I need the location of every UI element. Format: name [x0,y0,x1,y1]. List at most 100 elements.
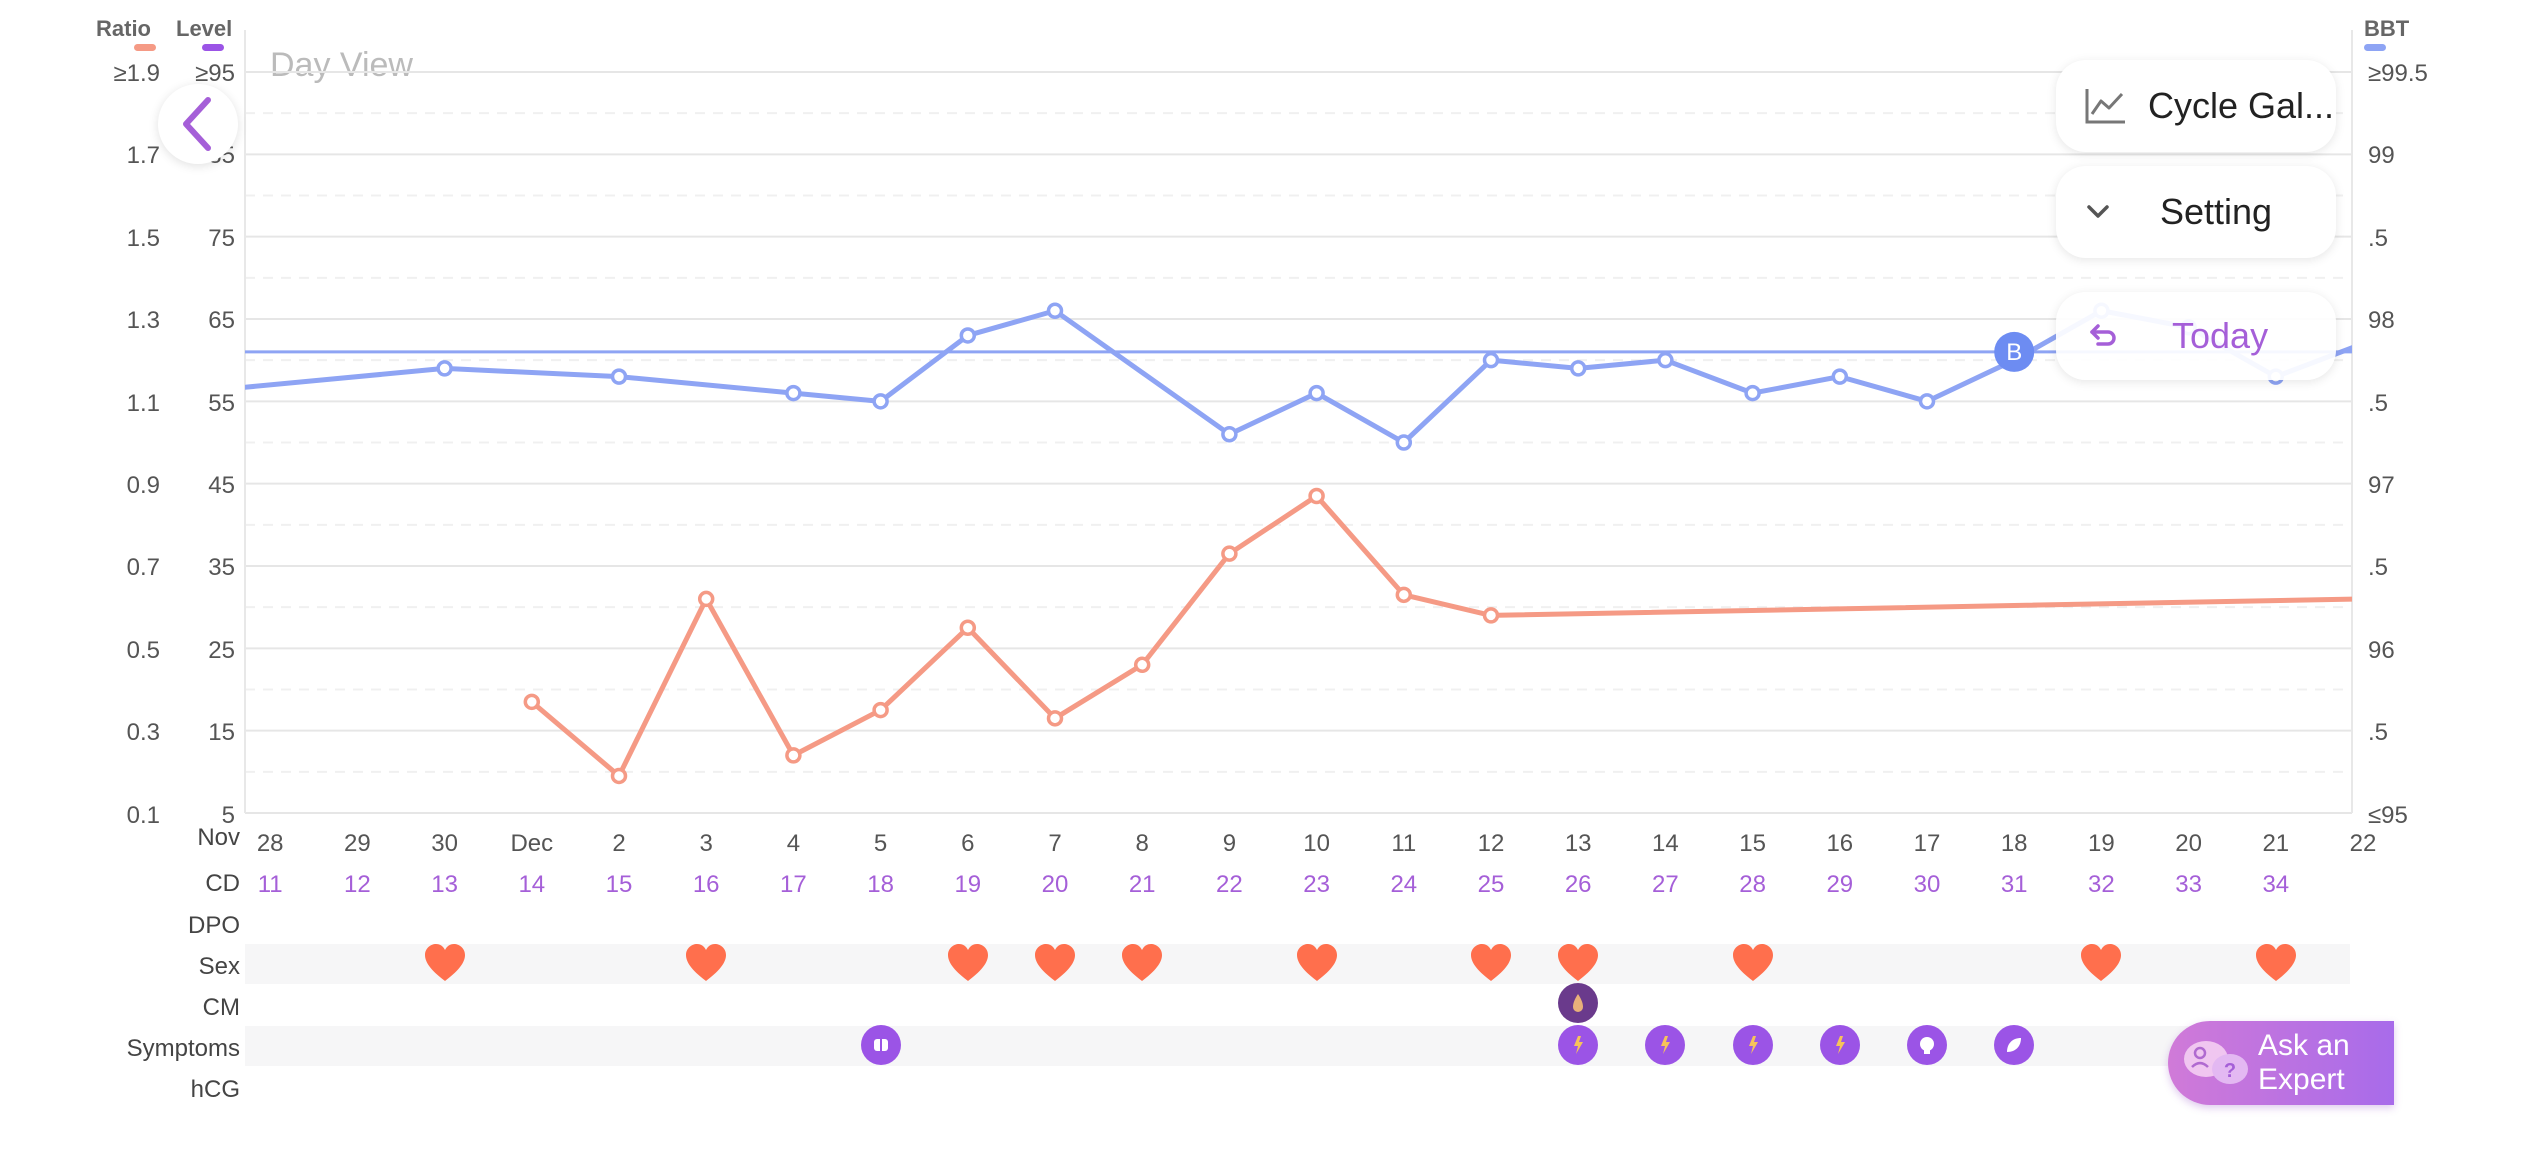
bbt-tick-label: ≤95 [2368,801,2408,829]
bbt-data-point [1046,302,1064,320]
bbt-tick-label: ≥99.5 [2368,60,2428,87]
bbt-tick-label: 97 [2368,472,2395,499]
undo-icon [2090,324,2116,346]
pill-icon[interactable] [860,1025,901,1065]
ratio-tick-label: 1.1 [126,389,160,417]
bbt-data-point [1395,434,1413,451]
cycle-day-label: 14 [518,871,546,898]
ratio-data-point [1133,656,1151,674]
bbt-data-point [785,384,802,402]
cycle-day-label: 15 [605,871,633,898]
date-label[interactable]: 7 [1048,830,1062,857]
ratio-tick-label: 0.1 [126,801,160,829]
cervical-mucus-icon[interactable] [1558,983,1599,1023]
chat-bubbles-icon: ? [2184,1041,2248,1084]
ratio-tick-label: ≥1.9 [113,60,160,87]
back-button[interactable] [158,84,238,164]
heart-icon[interactable] [1120,943,1164,983]
bbt-data-point [610,368,628,385]
setting-button[interactable]: Setting [2056,166,2336,258]
level-tick-label: 15 [208,719,235,747]
sex-row-label: Sex [198,953,240,980]
date-label[interactable]: 22 [2349,830,2377,857]
ratio-data-point [872,701,889,719]
date-label[interactable]: 3 [699,830,713,857]
cycle-day-label: 19 [954,871,982,898]
ratio-data-point [1046,710,1064,727]
bbt-data-point [1831,368,1849,385]
date-label[interactable]: 5 [873,830,888,857]
cramp-icon[interactable] [1558,1025,1599,1065]
date-label[interactable]: 16 [1826,830,1854,857]
ask-expert-line1: Ask an [2258,1029,2350,1062]
level-legend-swatch [202,44,224,51]
cycle-gallery-button[interactable]: Cycle Gal... [2056,60,2336,152]
today-button[interactable]: Today [2056,292,2336,380]
date-label[interactable]: 17 [1913,830,1941,857]
ratio-data-point [785,747,802,764]
date-label[interactable]: 8 [1135,830,1149,857]
heart-icon[interactable] [1469,943,1513,983]
heart-icon[interactable] [1295,943,1339,983]
level-tick-label: 25 [208,636,235,664]
setting-label: Setting [2160,191,2273,232]
heart-icon[interactable] [423,943,467,983]
heart-icon[interactable] [1556,943,1600,983]
cramp-icon[interactable] [1645,1025,1686,1065]
cycle-day-label: 29 [1826,871,1854,898]
date-label[interactable]: 28 [256,830,284,857]
cycle-day-label: 11 [257,871,283,898]
heart-icon[interactable] [2079,943,2123,983]
date-label[interactable]: 29 [344,830,371,857]
level-tick-label: 75 [208,224,235,252]
bbt-tick-label: .5 [2368,224,2389,252]
cycle-day-label: 12 [344,871,371,898]
ratio-data-point [1482,607,1500,624]
date-label[interactable]: 10 [1303,830,1330,857]
date-label[interactable]: 9 [1222,830,1237,857]
date-label[interactable]: 21 [2262,830,2290,857]
date-label[interactable]: 18 [2000,830,2028,857]
bbt-data-point [1918,393,1936,410]
date-label[interactable]: 11 [1391,830,1417,857]
cycle-day-label: 24 [1390,871,1418,898]
date-label[interactable]: 2 [612,830,626,857]
cycle-day-label: 32 [2088,871,2115,898]
ratio-tick-label: 1.3 [126,307,160,335]
date-label[interactable]: Dec [510,830,554,857]
ratio-series-line [530,493,2352,779]
cramp-icon[interactable] [1732,1025,1773,1065]
heart-icon[interactable] [684,943,728,983]
bbt-tick-label: .5 [2368,719,2389,747]
date-label[interactable]: 6 [961,830,975,857]
cycle-day-label: 28 [1739,871,1766,898]
heart-icon[interactable] [1033,943,1077,983]
cycle-day-label: 22 [1216,871,1243,898]
level-tick-label: 65 [208,307,235,335]
cycle-day-label: 20 [1041,871,1069,898]
date-label[interactable]: 19 [2088,830,2115,857]
heart-icon[interactable] [946,943,990,983]
cycle-gallery-label: Cycle Gal... [2148,85,2335,126]
date-label[interactable]: 15 [1739,830,1766,857]
bbt-data-point [1744,384,1761,402]
cd-row-label: CD [205,870,240,897]
head-icon[interactable] [1907,1025,1947,1065]
cycle-day-label: 26 [1564,871,1592,898]
page-title: Day View [270,46,413,84]
heart-icon[interactable] [1731,943,1775,983]
cramp-icon[interactable] [1819,1025,1860,1065]
date-label[interactable]: 30 [431,830,458,857]
date-label[interactable]: 13 [1564,830,1592,857]
ask-expert-button[interactable]: ? Ask an Expert [2168,1021,2394,1105]
cycle-day-label: 13 [431,871,458,898]
leaf-icon[interactable] [1994,1025,2035,1065]
level-tick-label: 55 [208,389,235,417]
date-label[interactable]: 20 [2175,830,2202,857]
heart-icon[interactable] [2254,943,2298,983]
cycle-day-label: 18 [867,871,894,898]
today-label: Today [2172,315,2269,356]
date-label[interactable]: 4 [786,830,801,857]
date-label[interactable]: 12 [1477,830,1505,857]
date-label[interactable]: 14 [1652,830,1679,857]
